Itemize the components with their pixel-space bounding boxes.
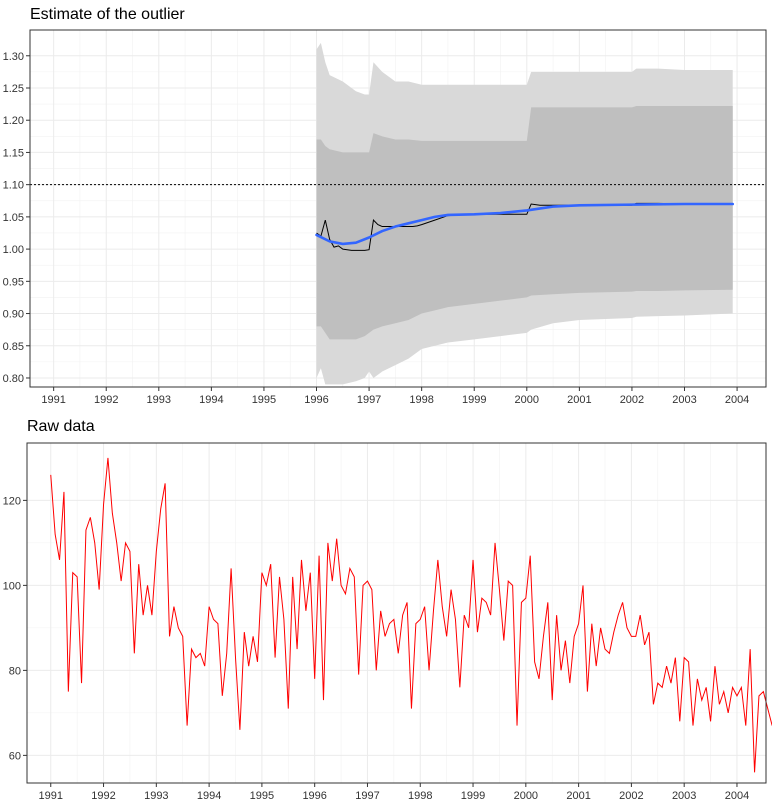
bottom-chart-title: Raw data xyxy=(27,418,95,435)
x-tick-label: 1995 xyxy=(250,790,274,802)
raw-data-line xyxy=(50,457,772,773)
y-tick-label: 100 xyxy=(3,580,21,592)
x-tick-label: 2004 xyxy=(725,394,749,406)
x-tick-label: 2002 xyxy=(620,394,644,406)
x-tick-label: 1998 xyxy=(409,394,433,406)
panel-border xyxy=(29,29,767,388)
x-tick-label: 2000 xyxy=(514,790,538,802)
x-tick-label: 1996 xyxy=(304,394,328,406)
x-tick-label: 1997 xyxy=(357,394,381,406)
x-tick-label: 1992 xyxy=(91,790,115,802)
smoothed-line xyxy=(315,202,735,246)
x-tick-label: 2003 xyxy=(672,394,696,406)
top-chart-title: Estimate of the outlier xyxy=(30,6,185,23)
y-tick-label: 1.25 xyxy=(3,83,24,95)
x-tick-label: 1992 xyxy=(94,394,118,406)
x-tick-label: 2004 xyxy=(725,790,749,802)
inner-confidence-band xyxy=(316,106,733,340)
x-tick-label: 1991 xyxy=(41,394,65,406)
y-tick-label: 1.00 xyxy=(3,244,24,256)
y-tick-label: 0.85 xyxy=(3,341,24,353)
x-tick-label: 1998 xyxy=(408,790,432,802)
y-tick-label: 0.80 xyxy=(3,373,24,385)
x-tick-label: 1999 xyxy=(461,790,485,802)
raw-data-chart: 1991 1992 1993 1994 1995 1996 1997 1998 1999 2000… xyxy=(3,442,772,802)
x-tick-label: 1994 xyxy=(199,394,223,406)
x-tick-label: 2001 xyxy=(566,790,590,802)
y-tick-label: 1.20 xyxy=(3,115,24,127)
y-tick-label: 1.10 xyxy=(3,180,24,192)
x-tick-label: 1993 xyxy=(147,394,171,406)
outlier-estimate-chart: 1991 1992 1993 1994 1995 1996 1997 1998 1999 2000… xyxy=(3,29,767,406)
x-tick-label: 1993 xyxy=(144,790,168,802)
y-tick-label: 80 xyxy=(9,665,21,677)
y-tick-label: 0.90 xyxy=(3,309,24,321)
x-tick-label: 1996 xyxy=(302,790,326,802)
y-tick-label: 1.05 xyxy=(3,212,24,224)
x-tick-label: 1994 xyxy=(197,790,221,802)
y-tick-label: 1.30 xyxy=(3,51,24,63)
x-tick-label: 2001 xyxy=(567,394,591,406)
x-tick-label: 2003 xyxy=(672,790,696,802)
x-tick-label: 1995 xyxy=(252,394,276,406)
panel-border xyxy=(26,442,767,784)
y-tick-label: 120 xyxy=(3,495,21,507)
y-tick-label: 60 xyxy=(9,750,21,762)
y-tick-label: 0.95 xyxy=(3,276,24,288)
x-tick-label: 1999 xyxy=(462,394,486,406)
x-tick-label: 1991 xyxy=(39,790,63,802)
y-tick-label: 1.15 xyxy=(3,147,24,159)
x-tick-label: 2002 xyxy=(619,790,643,802)
x-tick-label: 1997 xyxy=(355,790,379,802)
x-tick-label: 2000 xyxy=(515,394,539,406)
